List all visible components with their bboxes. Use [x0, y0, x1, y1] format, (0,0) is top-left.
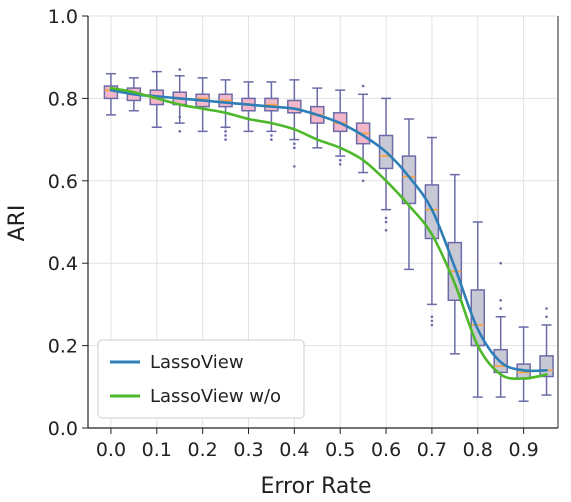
- flier-point: [270, 138, 273, 141]
- tick-labels: 0.0 0.2 0.4 0.6 0.8 1.0 0.0 0.1 0.2 0.3 0.4 0.5 0.6 0…: [48, 6, 539, 461]
- y-tick-label: 0.8: [48, 88, 78, 110]
- axes: [82, 15, 559, 434]
- legend: LassoView LassoView w/o: [97, 339, 305, 419]
- x-axis-label: Error Rate: [260, 474, 371, 499]
- box-0.30: [241, 81, 256, 133]
- legend-label-lassoview: LassoView: [150, 352, 244, 373]
- box-0.00: [103, 72, 119, 116]
- box-0.15: [172, 68, 187, 133]
- flier-point: [224, 125, 227, 129]
- flier-point: [545, 307, 548, 310]
- y-tick-label: 0.4: [48, 253, 78, 275]
- series-line-lassoview: [109, 88, 548, 373]
- box-0.65: [401, 118, 417, 271]
- flier-point: [384, 228, 388, 232]
- flier-point: [499, 261, 502, 265]
- x-tick-label: 0.8: [463, 439, 493, 461]
- box-0.50: [332, 89, 348, 166]
- box-0.95: [539, 307, 554, 396]
- flier-point: [499, 307, 502, 310]
- legend-label-lassoview-wo: LassoView w/o: [150, 386, 281, 407]
- x-tick-label: 0.2: [188, 439, 218, 461]
- flier-point: [361, 179, 365, 183]
- x-tick-label: 0.4: [279, 439, 309, 461]
- flier-point: [270, 134, 273, 137]
- box-iqr: [401, 155, 417, 205]
- series-line-lassoview-wo: [109, 86, 548, 381]
- series-lines: [109, 86, 548, 381]
- y-tick-label: 0.6: [48, 171, 78, 193]
- flier-point: [178, 115, 182, 119]
- x-tick-label: 0.0: [96, 439, 126, 461]
- box-0.20: [195, 77, 210, 133]
- flier-point: [430, 319, 434, 323]
- y-axis-label: ARI: [5, 205, 30, 242]
- flier-point: [430, 323, 434, 327]
- flier-point: [293, 142, 296, 146]
- flier-point: [361, 84, 365, 88]
- x-tick-label: 0.6: [371, 439, 401, 461]
- flier-point: [338, 158, 342, 162]
- box-0.80: [470, 221, 486, 398]
- box-0.25: [218, 79, 233, 141]
- y-tick-label: 0.2: [48, 336, 78, 358]
- flier-point: [384, 216, 388, 220]
- flier-point: [338, 163, 342, 166]
- box-0.35: [264, 81, 279, 141]
- x-tick-label: 0.1: [142, 439, 172, 461]
- flier-point: [224, 138, 227, 141]
- x-tick-label: 0.3: [233, 439, 263, 461]
- box-0.90: [516, 326, 531, 402]
- flier-point: [384, 220, 388, 224]
- flier-point: [293, 165, 296, 168]
- flier-point: [293, 146, 296, 150]
- y-tick-label: 0.0: [48, 418, 78, 440]
- flier-point: [224, 130, 227, 133]
- legend-frame: [97, 339, 305, 419]
- flier-point: [430, 315, 434, 319]
- flier-point: [178, 130, 182, 133]
- x-tick-label: 0.5: [325, 439, 355, 461]
- box-0.70: [424, 136, 440, 327]
- flier-point: [224, 134, 227, 137]
- flier-point: [545, 315, 548, 319]
- flier-point: [499, 298, 502, 302]
- x-tick-label: 0.7: [417, 439, 447, 461]
- y-tick-label: 1.0: [48, 6, 78, 28]
- box-0.55: [355, 84, 371, 183]
- x-tick-label: 0.9: [509, 439, 539, 461]
- flier-point: [178, 68, 182, 71]
